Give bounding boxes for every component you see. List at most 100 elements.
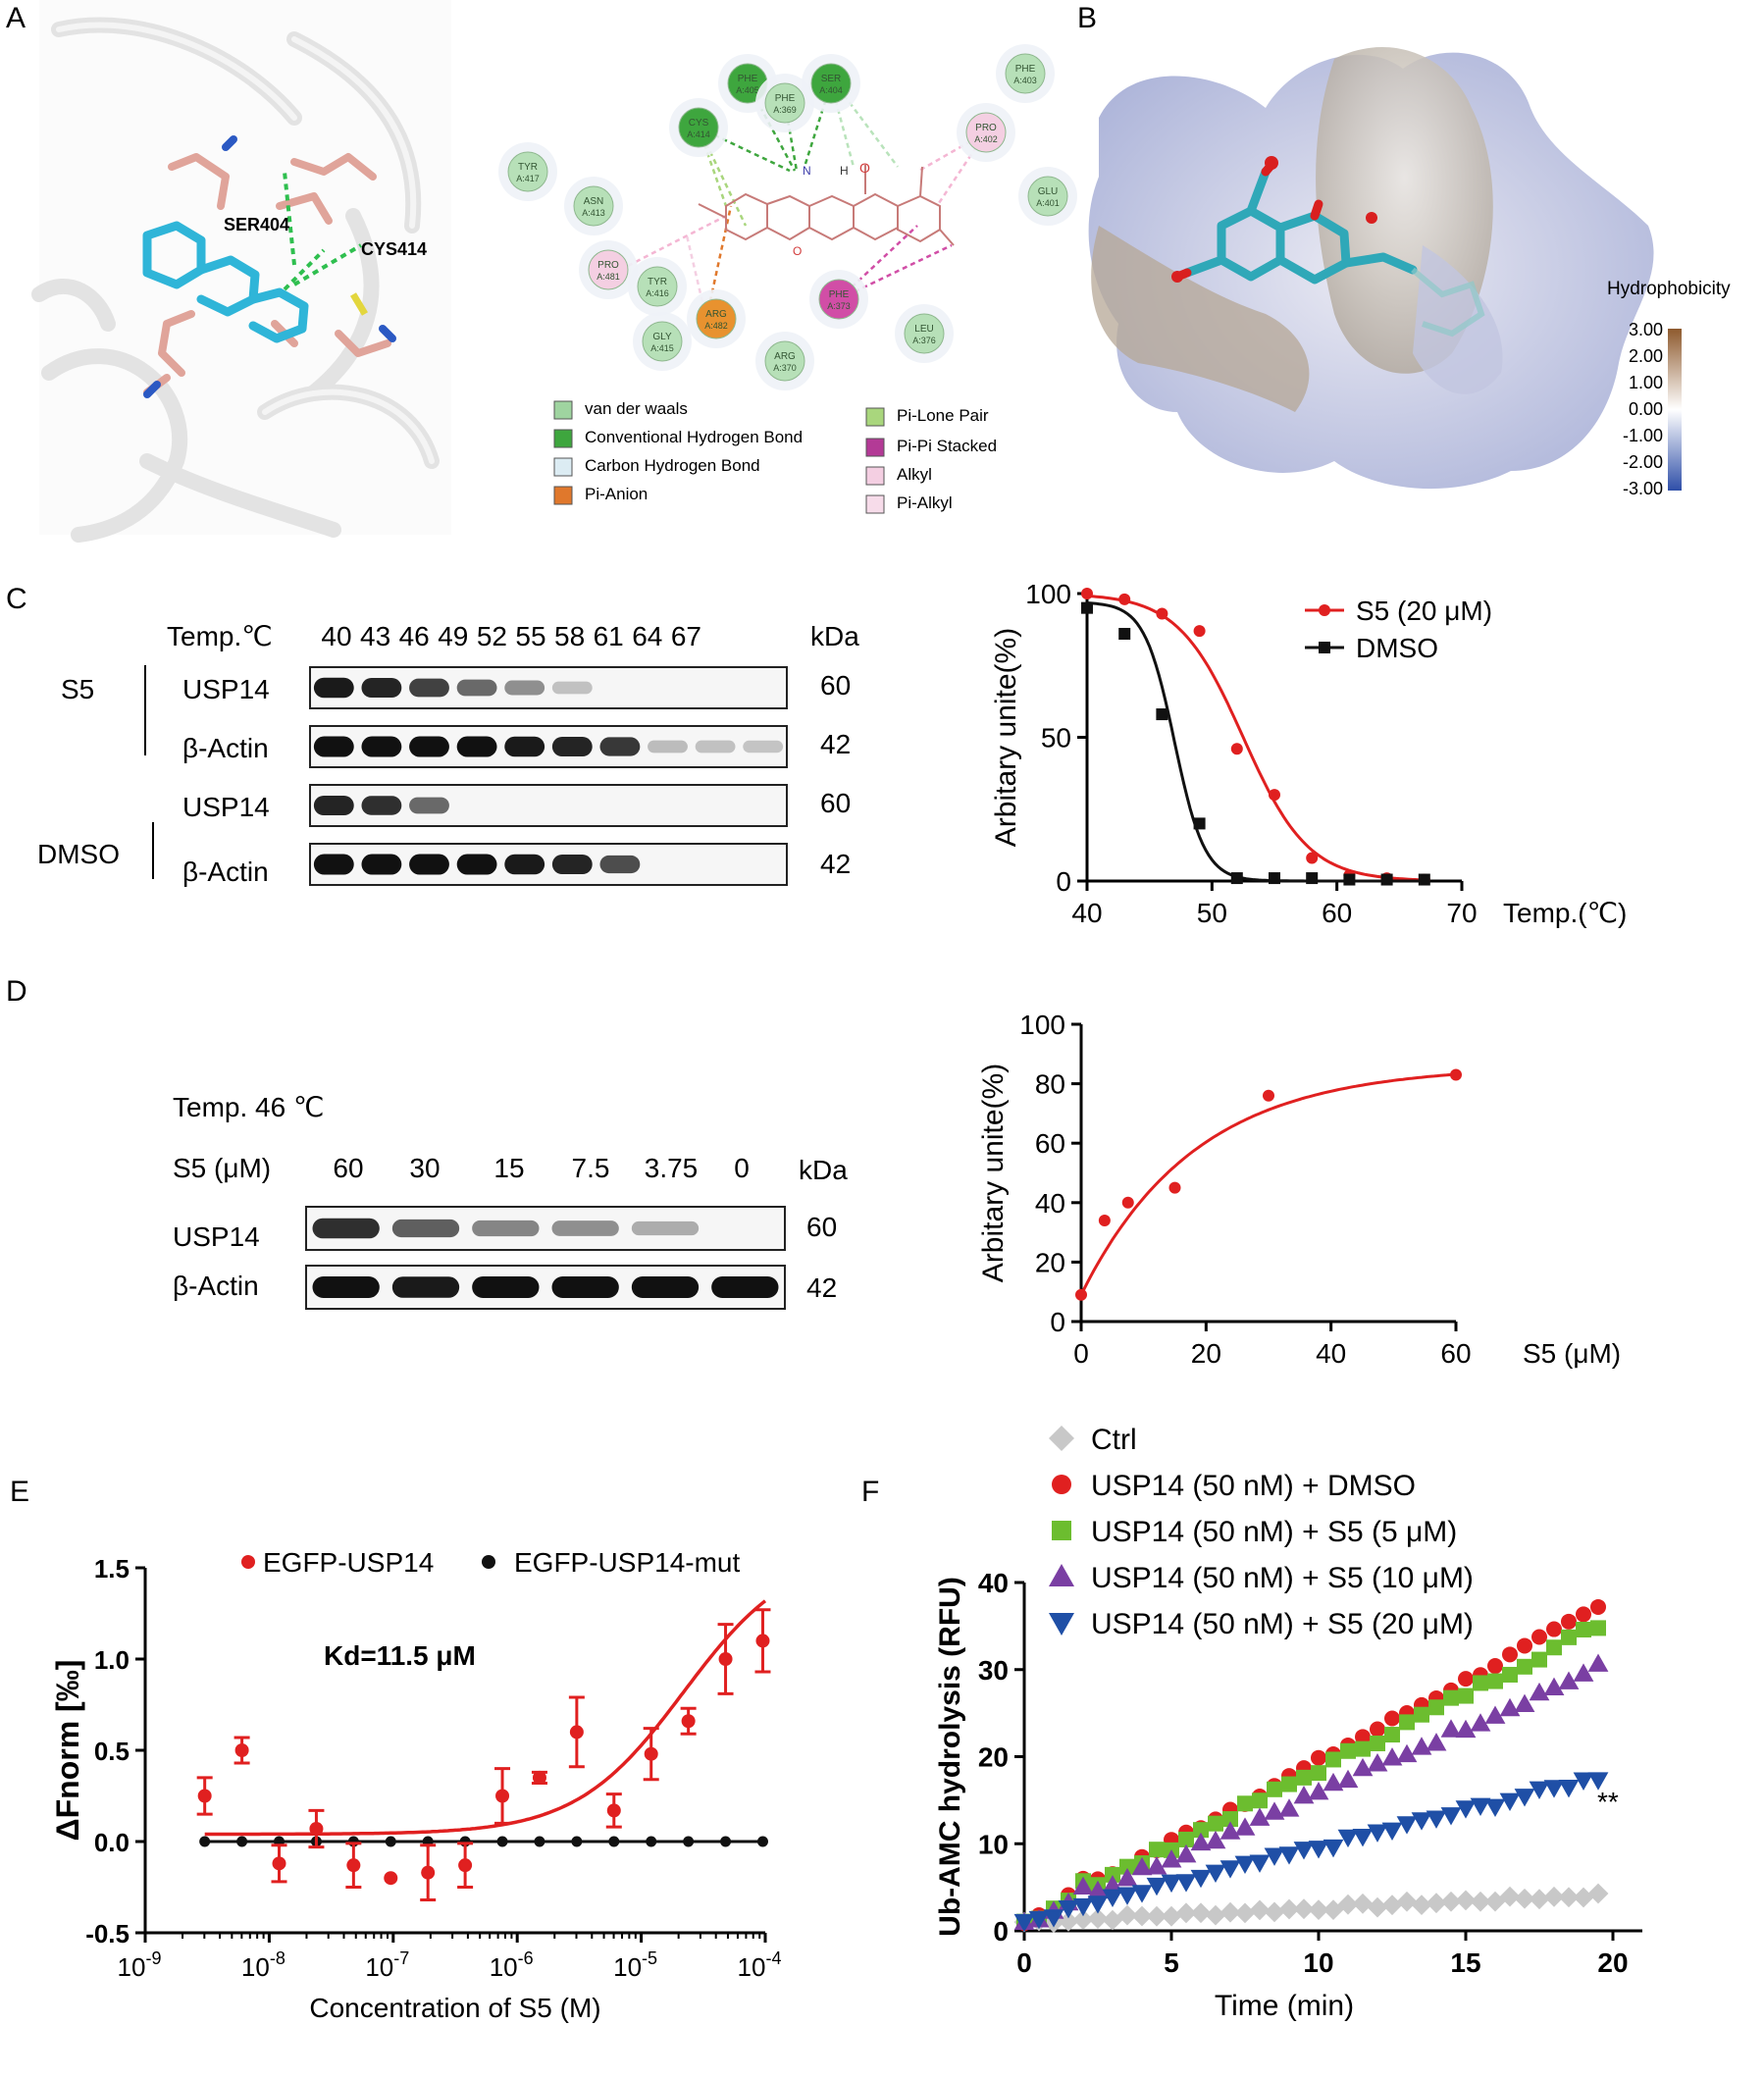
x-tick-label: 10 — [1303, 1947, 1333, 1978]
data-point — [1514, 1789, 1535, 1807]
data-point — [1028, 1910, 1050, 1930]
x-tick-label: 5 — [1164, 1947, 1179, 1978]
docking-3d-view: SER404 CYS414 — [31, 0, 451, 543]
legend-marker — [482, 1555, 495, 1569]
data-point — [1458, 1688, 1474, 1704]
data-point — [1267, 1781, 1282, 1797]
colorbar-gradient — [1668, 329, 1682, 491]
blot-band — [504, 680, 545, 696]
blot-c-group-s5: S5 — [61, 674, 94, 704]
blot-band — [361, 854, 402, 875]
data-point — [1470, 1891, 1491, 1912]
legend-item-pi-alkyl: Pi-Alkyl — [865, 493, 953, 514]
residue-node-name: SER — [821, 74, 842, 84]
data-point — [1234, 1855, 1256, 1875]
data-point — [1380, 873, 1393, 886]
blot-band — [695, 740, 736, 753]
data-point — [1278, 1898, 1300, 1920]
fit-curve — [1079, 1072, 1457, 1296]
panel-label-a: A — [6, 2, 26, 34]
data-point — [1131, 1856, 1153, 1876]
blot-band — [551, 1220, 619, 1236]
data-point — [421, 1865, 436, 1880]
data-point — [496, 1836, 508, 1847]
residue-node-id: A:370 — [773, 363, 797, 373]
blot-d-conc: 0 — [734, 1153, 750, 1183]
x-tick-label: 40 — [1316, 1338, 1346, 1369]
blot-band — [312, 1218, 380, 1239]
data-point — [1306, 872, 1319, 885]
panel-label-f: F — [861, 1476, 879, 1508]
data-point — [1161, 1849, 1182, 1868]
data-point — [1531, 1629, 1547, 1645]
data-point — [1296, 1769, 1312, 1786]
data-point — [1278, 1846, 1300, 1865]
data-point — [571, 1836, 583, 1847]
atom-o-ring: O — [793, 244, 802, 258]
data-point — [1543, 1677, 1565, 1696]
colorbar-tick: -2.00 — [1623, 452, 1663, 472]
data-point — [1087, 1908, 1109, 1929]
residue-node-name: PRO — [597, 260, 619, 271]
legend-item-carbon-hbond: Carbon Hydrogen Bond — [553, 456, 760, 477]
blot-band — [551, 1276, 619, 1298]
legend-label: DMSO — [1356, 633, 1438, 663]
residue-node-circle — [764, 340, 805, 382]
legend-marker — [241, 1555, 255, 1569]
data-point — [1529, 1889, 1550, 1910]
data-point — [1281, 1776, 1297, 1792]
data-point — [197, 1789, 212, 1803]
data-point — [1455, 1890, 1477, 1911]
data-point — [1325, 1751, 1341, 1768]
y-tick-label: 40 — [1035, 1188, 1065, 1219]
blot-c-kda: 60 — [820, 670, 851, 701]
data-point — [1531, 1651, 1547, 1668]
blot-band — [743, 740, 784, 753]
y-tick-label: 60 — [1035, 1128, 1065, 1159]
residue-node-id: A:376 — [912, 336, 936, 345]
data-point — [1102, 1889, 1123, 1908]
data-point — [1119, 1858, 1135, 1875]
data-point — [1156, 708, 1168, 721]
data-point — [1418, 873, 1430, 886]
chart-c: 40 50 60 70 0 50 100 Temp.(℃) Arbitary unite(%) S… — [990, 579, 1627, 928]
data-point — [1367, 1753, 1388, 1772]
blot-band — [409, 736, 449, 757]
data-point — [1269, 872, 1280, 885]
y-tick-label: 1.0 — [94, 1645, 130, 1675]
colorbar-tick: 2.00 — [1629, 346, 1663, 366]
x-axis-label: Concentration of S5 (M) — [309, 1993, 600, 2023]
blot-band — [313, 795, 354, 816]
data-point — [720, 1836, 732, 1847]
data-point — [1249, 1899, 1271, 1921]
svg-text:Pi-Lone Pair: Pi-Lone Pair — [897, 406, 989, 425]
colorbar-tick: -3.00 — [1623, 479, 1663, 498]
data-point — [644, 1746, 658, 1761]
data-point — [1072, 1876, 1094, 1895]
data-point — [532, 1770, 546, 1785]
data-point — [1443, 1689, 1459, 1706]
blot-band — [409, 854, 449, 875]
data-point — [1590, 1598, 1606, 1615]
data-point — [1499, 1697, 1521, 1717]
fit-curve — [1086, 594, 1425, 882]
data-point — [1426, 1893, 1447, 1914]
colorbar-tick: 0.00 — [1629, 399, 1663, 419]
interaction-legend: van der waals Conventional Hydrogen Bond… — [553, 399, 997, 514]
y-tick-label: 0.5 — [94, 1737, 130, 1766]
x-axis-label: Time (min) — [1215, 1990, 1354, 2022]
legend-marker — [1319, 642, 1330, 653]
legend-marker — [1049, 1613, 1074, 1636]
data-point — [1219, 1901, 1241, 1923]
residue-node-circle — [810, 63, 852, 104]
residue-label-cys414: CYS414 — [361, 239, 427, 259]
residue-node-name: TYR — [518, 162, 538, 173]
data-point — [1517, 1658, 1532, 1675]
data-point — [1399, 1714, 1415, 1731]
